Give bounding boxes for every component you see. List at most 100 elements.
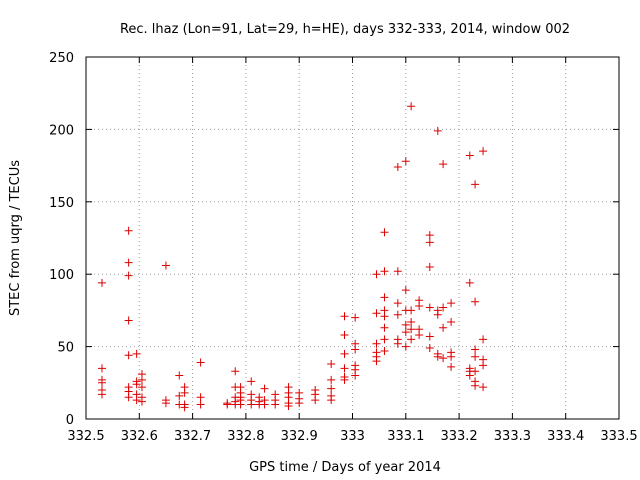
data-point <box>340 364 349 373</box>
data-point <box>415 331 424 340</box>
x-tick-label: 333.4 <box>547 429 584 444</box>
data-point <box>124 271 133 280</box>
data-point <box>433 126 442 135</box>
grid-lines <box>86 57 619 419</box>
data-point <box>295 399 304 408</box>
data-point <box>407 325 416 334</box>
data-point <box>247 377 256 386</box>
data-point <box>311 396 320 405</box>
data-point <box>372 270 381 279</box>
data-point <box>380 346 389 355</box>
data-point <box>415 302 424 311</box>
data-point <box>447 299 456 308</box>
data-point <box>471 297 480 306</box>
data-point <box>465 278 474 287</box>
data-point <box>196 393 205 402</box>
data-point <box>124 258 133 267</box>
data-point <box>380 228 389 237</box>
x-tick-label: 332.6 <box>121 429 158 444</box>
data-point <box>340 375 349 384</box>
data-point <box>439 354 448 363</box>
data-point <box>137 383 146 392</box>
data-point <box>447 317 456 326</box>
data-point <box>327 359 336 368</box>
data-point <box>271 400 280 409</box>
data-point <box>425 344 434 353</box>
data-point <box>380 323 389 332</box>
data-point <box>465 371 474 380</box>
x-tick-label: 333.5 <box>600 429 637 444</box>
x-tick-label: 332.9 <box>281 429 318 444</box>
data-points <box>97 102 488 412</box>
data-point <box>380 312 389 321</box>
data-point <box>327 375 336 384</box>
data-point <box>161 399 170 408</box>
data-point <box>407 306 416 315</box>
data-point <box>97 278 106 287</box>
data-point <box>260 384 269 393</box>
data-point <box>132 349 141 358</box>
data-point <box>479 383 488 392</box>
plot-frame <box>85 56 620 420</box>
data-point <box>180 388 189 397</box>
y-tick-label: 150 <box>49 196 74 211</box>
x-tick-label: 332.8 <box>227 429 264 444</box>
x-tick-label: 333.1 <box>387 429 424 444</box>
data-point <box>380 267 389 276</box>
data-point <box>425 262 434 271</box>
data-point <box>380 335 389 344</box>
y-tick-labels: 0 50 100 150 200 250 <box>49 51 74 428</box>
data-point <box>223 400 232 409</box>
data-point <box>351 371 360 380</box>
x-tick-label: 332.7 <box>174 429 211 444</box>
data-point <box>433 352 442 361</box>
data-point <box>132 396 141 405</box>
x-tick-label: 333.3 <box>494 429 531 444</box>
data-point <box>479 147 488 156</box>
data-point <box>401 342 410 351</box>
data-point <box>327 396 336 405</box>
data-point <box>425 332 434 341</box>
axis-ticks <box>85 56 620 420</box>
data-point <box>407 317 416 326</box>
data-point <box>175 391 184 400</box>
data-point <box>425 303 434 312</box>
chart-title: Rec. lhaz (Lon=91, Lat=29, h=HE), days 3… <box>120 22 570 37</box>
data-point <box>407 335 416 344</box>
data-point <box>124 316 133 325</box>
data-point <box>425 231 434 240</box>
x-tick-labels: 332.5 332.6 332.7 332.8 332.9 333 333.1 333.2 33… <box>67 429 637 444</box>
y-tick-label: 200 <box>49 123 74 138</box>
data-point <box>260 400 269 409</box>
data-point <box>327 384 336 393</box>
data-point <box>124 351 133 360</box>
data-point <box>372 357 381 366</box>
data-point <box>351 345 360 354</box>
data-point <box>471 352 480 361</box>
data-point <box>401 320 410 329</box>
data-point <box>433 310 442 319</box>
data-point <box>393 339 402 348</box>
x-axis-label: GPS time / Days of year 2014 <box>249 460 441 475</box>
y-tick-label: 50 <box>57 341 74 356</box>
y-tick-label: 250 <box>49 51 74 66</box>
data-point <box>471 381 480 390</box>
data-point <box>236 400 245 409</box>
data-point <box>439 160 448 169</box>
data-point <box>340 349 349 358</box>
data-point <box>196 400 205 409</box>
data-point <box>471 180 480 189</box>
data-point <box>393 310 402 319</box>
data-point <box>439 303 448 312</box>
data-point <box>247 400 256 409</box>
data-point <box>447 352 456 361</box>
data-point <box>393 299 402 308</box>
data-point <box>401 286 410 295</box>
data-point <box>196 358 205 367</box>
data-point <box>380 293 389 302</box>
data-point <box>372 339 381 348</box>
data-point <box>97 364 106 373</box>
data-point <box>132 380 141 389</box>
data-point <box>471 345 480 354</box>
